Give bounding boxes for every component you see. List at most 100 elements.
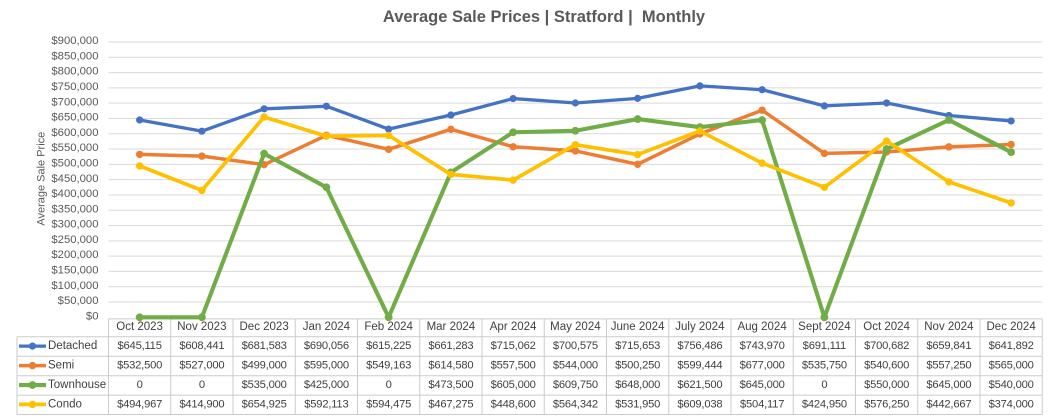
svg-text:$715,653: $715,653 — [615, 340, 660, 352]
svg-text:$499,000: $499,000 — [242, 360, 287, 372]
svg-text:Aug 2024: Aug 2024 — [737, 321, 787, 333]
svg-text:$467,275: $467,275 — [428, 398, 473, 410]
svg-text:$532,500: $532,500 — [117, 360, 162, 372]
svg-text:$557,500: $557,500 — [491, 360, 536, 372]
svg-text:Average Sale Prices | Stratfor: Average Sale Prices | Stratford | Monthl… — [383, 8, 706, 26]
svg-text:$800,000: $800,000 — [51, 66, 98, 78]
svg-text:$504,117: $504,117 — [740, 398, 784, 410]
svg-text:$605,000: $605,000 — [491, 379, 536, 391]
svg-text:Semi: Semi — [48, 360, 74, 372]
svg-text:$400,000: $400,000 — [51, 188, 98, 200]
svg-text:0: 0 — [821, 379, 827, 391]
svg-text:$645,115: $645,115 — [118, 340, 162, 352]
svg-text:$535,750: $535,750 — [802, 360, 847, 372]
svg-text:$549,163: $549,163 — [366, 360, 411, 372]
svg-text:$681,583: $681,583 — [242, 340, 287, 352]
svg-text:$661,283: $661,283 — [428, 340, 473, 352]
svg-text:$250,000: $250,000 — [51, 234, 98, 246]
svg-text:$654,925: $654,925 — [242, 398, 287, 410]
svg-text:$600,000: $600,000 — [51, 127, 98, 139]
svg-text:Dec 2024: Dec 2024 — [987, 321, 1037, 333]
svg-text:Sept 2024: Sept 2024 — [798, 321, 851, 333]
svg-text:$300,000: $300,000 — [51, 219, 98, 231]
svg-text:$608,441: $608,441 — [179, 340, 224, 352]
svg-text:$677,000: $677,000 — [740, 360, 785, 372]
svg-text:$550,000: $550,000 — [51, 142, 98, 154]
svg-text:0: 0 — [137, 379, 143, 391]
svg-text:Apr 2024: Apr 2024 — [490, 321, 537, 333]
svg-text:$609,750: $609,750 — [553, 379, 598, 391]
svg-text:$645,000: $645,000 — [926, 379, 971, 391]
svg-text:$900,000: $900,000 — [51, 35, 98, 47]
svg-text:$645,000: $645,000 — [740, 379, 785, 391]
svg-text:Feb 2024: Feb 2024 — [364, 321, 413, 333]
svg-text:$599,444: $599,444 — [677, 360, 722, 372]
svg-text:Mar 2024: Mar 2024 — [427, 321, 476, 333]
svg-text:$615,225: $615,225 — [366, 340, 411, 352]
svg-text:$850,000: $850,000 — [51, 50, 98, 62]
svg-text:Nov 2023: Nov 2023 — [177, 321, 226, 333]
svg-text:$700,000: $700,000 — [51, 96, 98, 108]
svg-text:Condo: Condo — [48, 398, 82, 410]
svg-text:0: 0 — [386, 379, 392, 391]
svg-text:$500,250: $500,250 — [615, 360, 660, 372]
svg-text:$594,475: $594,475 — [366, 398, 411, 410]
svg-text:$595,000: $595,000 — [304, 360, 349, 372]
svg-text:$715,062: $715,062 — [491, 340, 536, 352]
svg-text:$425,000: $425,000 — [304, 379, 349, 391]
svg-text:$756,486: $756,486 — [677, 340, 722, 352]
svg-text:$374,000: $374,000 — [989, 398, 1034, 410]
svg-text:June 2024: June 2024 — [611, 321, 665, 333]
svg-text:$564,342: $564,342 — [553, 398, 598, 410]
svg-text:$690,056: $690,056 — [304, 340, 349, 352]
svg-text:Oct 2024: Oct 2024 — [863, 321, 910, 333]
svg-text:Detached: Detached — [48, 340, 97, 352]
svg-text:$424,950: $424,950 — [802, 398, 847, 410]
svg-text:$641,892: $641,892 — [989, 340, 1034, 352]
svg-text:$473,500: $473,500 — [428, 379, 473, 391]
svg-text:$743,970: $743,970 — [740, 340, 785, 352]
svg-text:Dec 2023: Dec 2023 — [240, 321, 289, 333]
svg-text:$691,111: $691,111 — [803, 340, 846, 352]
svg-text:May 2024: May 2024 — [550, 321, 601, 333]
svg-text:$750,000: $750,000 — [51, 81, 98, 93]
svg-text:$700,682: $700,682 — [864, 340, 909, 352]
svg-text:$531,950: $531,950 — [615, 398, 660, 410]
svg-text:July 2024: July 2024 — [675, 321, 725, 333]
svg-text:$448,600: $448,600 — [491, 398, 536, 410]
svg-text:$540,600: $540,600 — [864, 360, 909, 372]
svg-text:$50,000: $50,000 — [58, 295, 99, 307]
svg-text:$494,967: $494,967 — [117, 398, 162, 410]
svg-text:$609,038: $609,038 — [677, 398, 722, 410]
svg-text:$200,000: $200,000 — [51, 249, 98, 261]
svg-text:$442,667: $442,667 — [926, 398, 971, 410]
svg-text:Nov 2024: Nov 2024 — [924, 321, 974, 333]
svg-text:$648,000: $648,000 — [615, 379, 660, 391]
svg-text:$0: $0 — [86, 310, 99, 322]
svg-text:Average Sale Price: Average Sale Price — [36, 132, 48, 226]
svg-text:$650,000: $650,000 — [51, 112, 98, 124]
svg-text:$550,000: $550,000 — [864, 379, 909, 391]
svg-text:$659,841: $659,841 — [926, 340, 971, 352]
svg-text:0: 0 — [199, 379, 205, 391]
svg-text:$557,250: $557,250 — [926, 360, 971, 372]
svg-text:Oct 2023: Oct 2023 — [116, 321, 163, 333]
svg-text:$414,900: $414,900 — [179, 398, 224, 410]
svg-text:$540,000: $540,000 — [989, 379, 1034, 391]
svg-text:$500,000: $500,000 — [51, 157, 98, 169]
svg-text:$544,000: $544,000 — [553, 360, 598, 372]
svg-text:$450,000: $450,000 — [51, 173, 98, 185]
svg-text:Jan 2024: Jan 2024 — [303, 321, 351, 333]
svg-text:$350,000: $350,000 — [51, 203, 98, 215]
svg-text:$576,250: $576,250 — [864, 398, 909, 410]
svg-text:$100,000: $100,000 — [51, 280, 98, 292]
svg-text:$150,000: $150,000 — [51, 265, 98, 277]
svg-text:Townhouse: Townhouse — [48, 379, 106, 391]
svg-text:$592,113: $592,113 — [304, 398, 348, 410]
svg-text:$700,575: $700,575 — [553, 340, 598, 352]
svg-text:$565,000: $565,000 — [989, 360, 1034, 372]
svg-text:$621,500: $621,500 — [677, 379, 722, 391]
svg-text:$614,580: $614,580 — [428, 360, 473, 372]
svg-text:$527,000: $527,000 — [179, 360, 224, 372]
svg-text:$535,000: $535,000 — [242, 379, 287, 391]
